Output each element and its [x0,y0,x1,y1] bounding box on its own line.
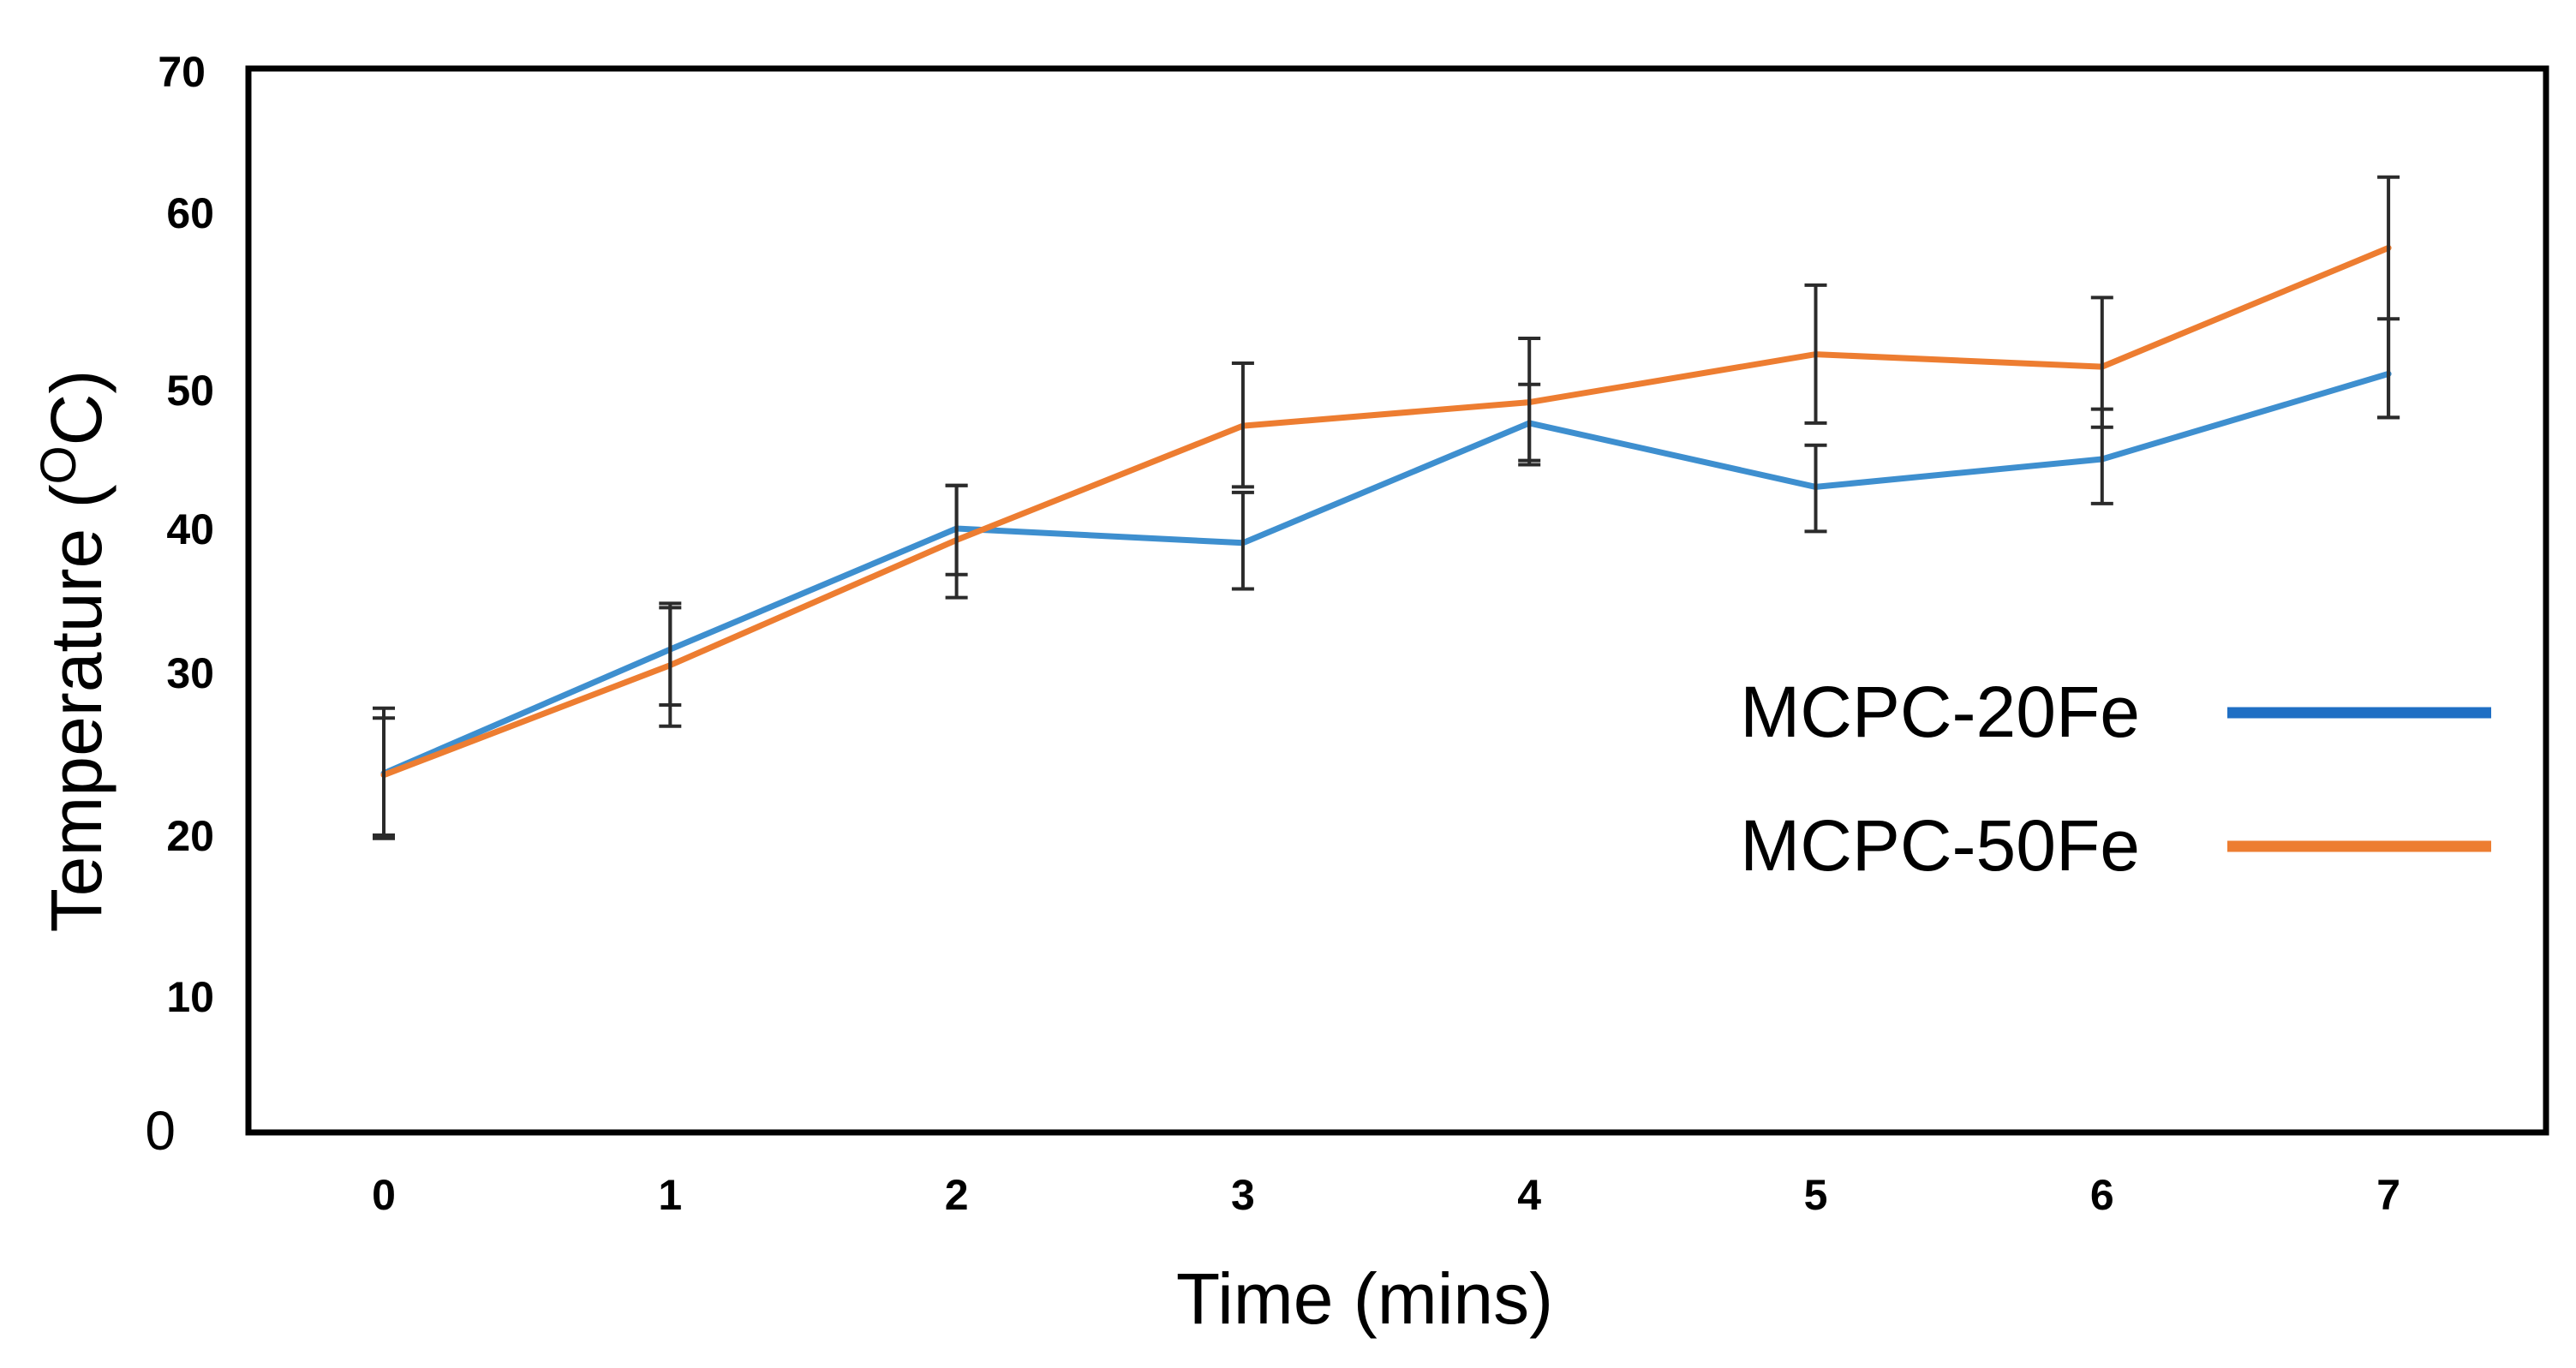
x-tick-label: 0 [372,1171,396,1219]
legend-item-mcpc-20fe: MCPC-20Fe [1740,672,2491,752]
y-tick-label: 30 [166,649,214,697]
x-axis-title: Time (mins) [1176,1258,1553,1339]
series-line-mcpc-50fe [380,244,2392,779]
y-tick-label: 50 [166,367,214,415]
x-tick-label: 4 [1517,1171,1541,1219]
error-bar-mcpc-50fe [2090,296,2113,429]
x-tick-label: 1 [658,1171,682,1219]
y-tick-label: 10 [166,973,214,1021]
error-bar-mcpc-50fe [1518,336,1541,467]
y-tick-label: 20 [166,812,214,860]
error-bar-mcpc-50fe [659,606,682,728]
error-bar-mcpc-50fe [1804,283,1827,425]
error-bar-mcpc-50fe [2377,175,2400,420]
x-tick-label: 5 [1804,1171,1828,1219]
error-bar-mcpc-20fe [1231,490,1254,591]
x-tick-label: 6 [2090,1171,2114,1219]
y-axis-title-tail: C) [36,370,117,446]
y-axis-title-superscript: O [31,445,87,484]
y-tick-label: 0 [145,1100,176,1162]
y-tick-label: 60 [166,189,214,237]
y-tick-label: 40 [166,505,214,553]
x-tick-label: 7 [2376,1171,2400,1219]
plot-frame [245,65,2549,1136]
y-axis-ticks: 0 10 20 30 40 50 60 70 [145,48,214,1162]
legend-label: MCPC-50Fe [1740,805,2140,886]
y-tick-label: 70 [158,48,206,96]
error-bar-mcpc-50fe [945,483,968,600]
errorbar-layer [373,175,2400,840]
y-axis-title: Temperature (OC) [31,370,117,933]
legend-item-mcpc-50fe: MCPC-50Fe [1740,805,2491,886]
x-tick-label: 3 [1231,1171,1255,1219]
legend: MCPC-20Fe MCPC-50Fe [1740,672,2491,886]
series-layer [380,244,2392,779]
y-axis-title-main: Temperature ( [36,484,117,932]
series-line-mcpc-20fe [380,370,2392,777]
plot-area [245,65,2549,1136]
error-bar-mcpc-50fe [373,716,395,837]
x-axis-ticks: 0 1 2 3 4 5 6 7 [372,1171,2400,1219]
error-bar-mcpc-20fe [1804,443,1827,534]
x-tick-label: 2 [945,1171,969,1219]
legend-label: MCPC-20Fe [1740,672,2140,752]
error-bar-mcpc-50fe [1231,361,1254,489]
